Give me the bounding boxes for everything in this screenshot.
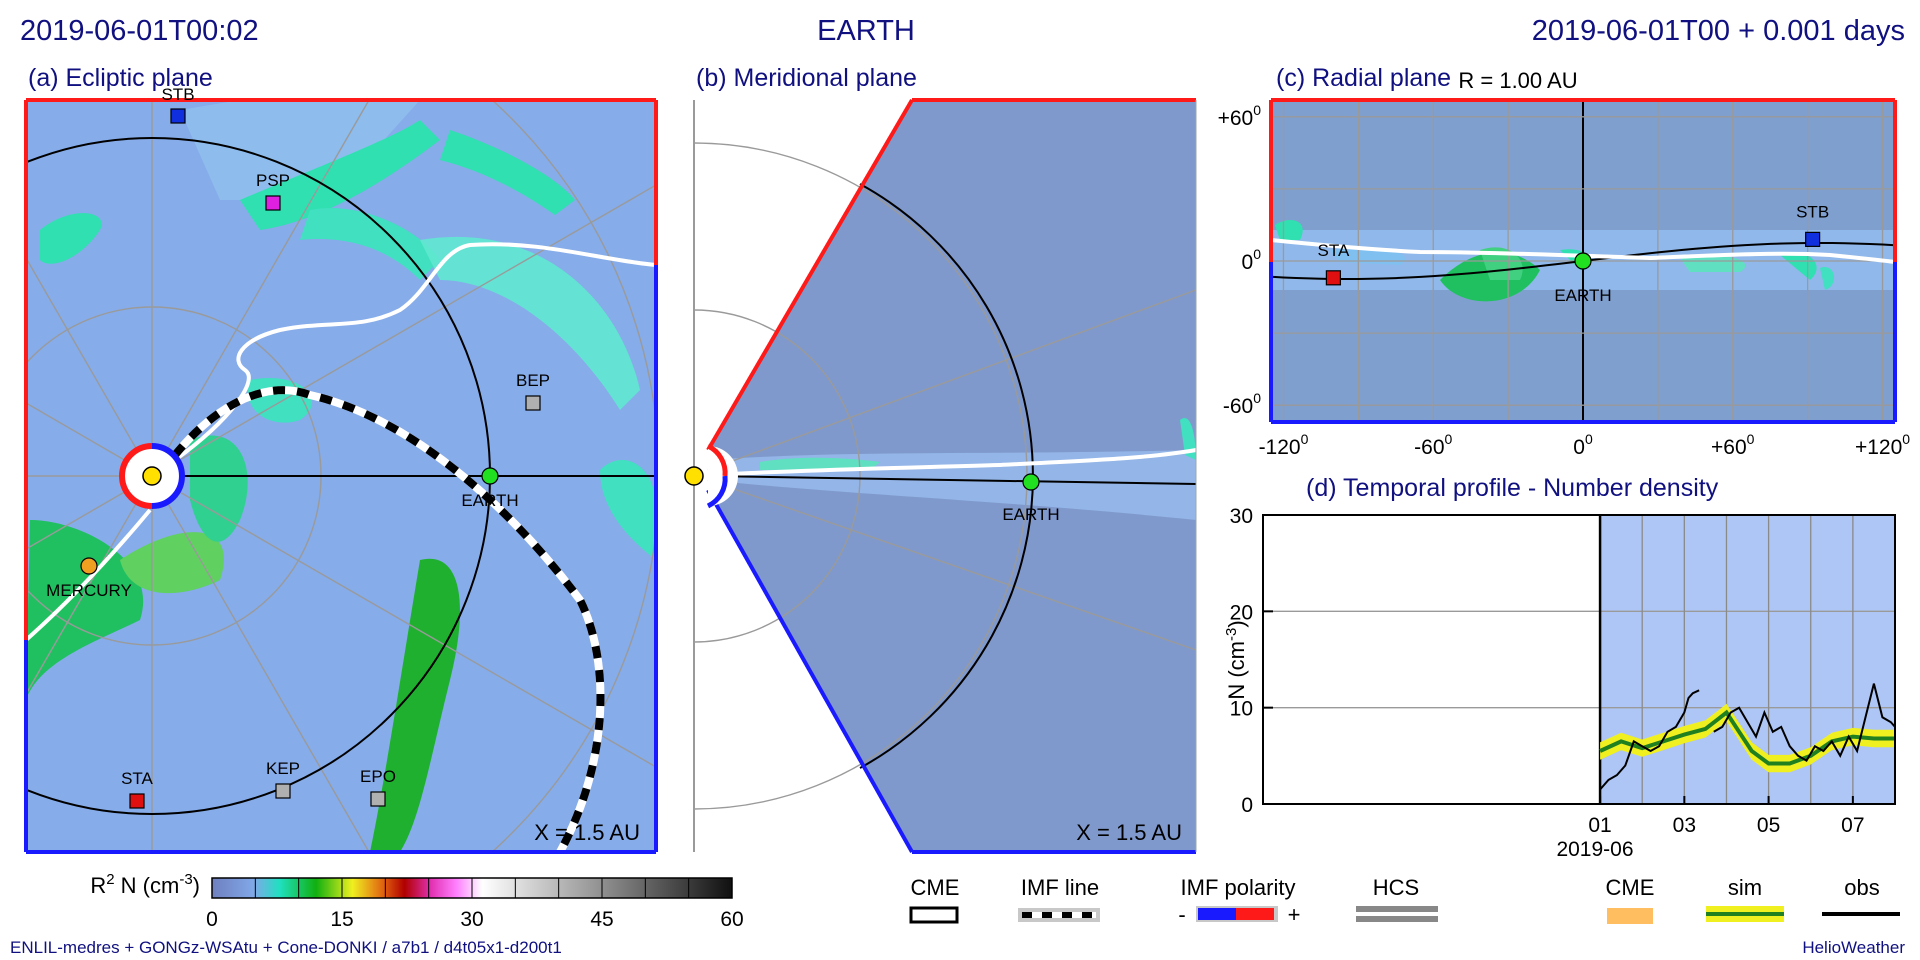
simulation-window — [1600, 515, 1895, 804]
svg-text:KEP: KEP — [266, 759, 300, 778]
header-time-left: 2019-06-01T00:02 — [20, 15, 259, 47]
legend-sim: sim — [1706, 875, 1784, 922]
radial-object-earth: EARTH — [1554, 252, 1612, 305]
chart-x-date-label: 2019-06 — [1556, 838, 1633, 861]
svg-text:IMF polarity: IMF polarity — [1181, 875, 1296, 900]
radial-object-stb: STB — [1796, 202, 1829, 247]
svg-text:IMF line: IMF line — [1021, 875, 1099, 900]
chart-temporal-density: 0 10 20 30 01 03 05 07 — [1230, 505, 1896, 837]
panel-b-distance: X = 1.5 AU — [1076, 820, 1182, 845]
svg-text:obs: obs — [1844, 875, 1879, 900]
colorbar-tick-label: 45 — [590, 908, 613, 931]
object-earth: EARTH — [461, 467, 519, 510]
object-psp: PSP — [256, 171, 290, 211]
svg-text:MERCURY: MERCURY — [46, 581, 132, 600]
svg-text:STA: STA — [1317, 241, 1349, 260]
radial-xtick: +1200 — [1855, 431, 1910, 459]
svg-text:-: - — [1178, 902, 1185, 927]
series-sim-line — [1599, 709, 1895, 766]
colorbar-tick-label: 30 — [460, 908, 483, 931]
object-earth-meridional: EARTH — [1002, 473, 1060, 524]
colorbar: R2 N (cm-3) 0 15 30 45 60 — [90, 871, 743, 931]
radial-ytick: +600 — [1218, 102, 1262, 130]
colorbar-tick-label: 0 — [206, 908, 218, 931]
svg-text:CME: CME — [911, 875, 960, 900]
object-stb: STB — [161, 85, 195, 124]
chart-ytick: 0 — [1241, 794, 1253, 817]
colorbar-tick-label: 15 — [330, 908, 353, 931]
chart-ytick: 30 — [1230, 505, 1253, 528]
panel-ecliptic: (a) Ecliptic plane — [24, 64, 658, 854]
radial-xtick: -600 — [1414, 431, 1452, 459]
legend: CME IMF line IMF polarity - + HCS CME — [909, 875, 1900, 927]
svg-text:PSP: PSP — [256, 171, 290, 190]
radial-object-sta: STA — [1317, 241, 1350, 286]
legend-cme-fill: CME — [1606, 875, 1655, 924]
radial-xtick: +600 — [1711, 431, 1755, 459]
radial-objects: STA EARTH STB — [1317, 202, 1829, 305]
svg-text:HCS: HCS — [1373, 875, 1419, 900]
chart-xtick: 05 — [1757, 814, 1780, 837]
svg-text:STA: STA — [121, 769, 153, 788]
radial-ytick: 00 — [1242, 246, 1262, 274]
object-mercury: MERCURY — [46, 557, 132, 600]
panel-meridional: (b) Meridional plane — [684, 64, 1197, 854]
object-sta: STA — [121, 769, 154, 809]
panel-b-title: (b) Meridional plane — [696, 64, 917, 92]
svg-text:EPO: EPO — [360, 767, 396, 786]
svg-text:STB: STB — [161, 85, 194, 104]
svg-text:EARTH: EARTH — [1554, 286, 1611, 305]
colorbar-ticks: 0 15 30 45 60 — [206, 878, 744, 931]
colorbar-label: R2 N (cm-3) — [90, 871, 200, 898]
radial-ytick: -600 — [1223, 390, 1261, 418]
chart-xtick: 03 — [1673, 814, 1696, 837]
header-target: EARTH — [817, 15, 915, 47]
legend-imf-line: IMF line — [1018, 875, 1100, 922]
series-obs-line — [1599, 683, 1896, 791]
chart-ytick: 20 — [1230, 601, 1253, 624]
svg-text:sim: sim — [1728, 875, 1762, 900]
panel-temporal: (d) Temporal profile - Number density 01… — [1223, 474, 1896, 861]
chart-title: (d) Temporal profile - Number density — [1306, 474, 1719, 502]
colorbar-tick-label: 60 — [720, 908, 743, 931]
panel-c-subtitle: R = 1.00 AU — [1458, 68, 1577, 93]
footer-right: HelioWeather — [1802, 938, 1905, 957]
svg-text:BEP: BEP — [516, 371, 550, 390]
chart-xtick: 01 — [1588, 814, 1611, 837]
svg-text:STB: STB — [1796, 202, 1829, 221]
chart-ytick: 10 — [1230, 698, 1253, 721]
legend-hcs: HCS — [1356, 875, 1438, 922]
series-sim-band — [1600, 703, 1895, 773]
legend-obs: obs — [1822, 875, 1900, 916]
radial-xtick: -1200 — [1259, 431, 1309, 459]
footer-left: ENLIL-medres + GONGz-WSAtu + Cone-DONKI … — [10, 938, 562, 957]
radial-xtick: 00 — [1573, 431, 1593, 459]
panel-radial: (c) Radial plane R = 1.00 AU +600 00 -600 -… — [1218, 64, 1911, 459]
svg-text:CME: CME — [1606, 875, 1655, 900]
panel-c-title: (c) Radial plane — [1276, 64, 1451, 92]
svg-text:EARTH: EARTH — [461, 491, 518, 510]
panel-a-title: (a) Ecliptic plane — [28, 64, 213, 92]
object-epo: EPO — [360, 767, 396, 807]
svg-text:+: + — [1288, 902, 1301, 927]
legend-imf-polarity: IMF polarity - + — [1178, 875, 1300, 927]
panel-a-distance: X = 1.5 AU — [534, 820, 640, 845]
legend-cme-outline: CME — [909, 875, 960, 924]
object-bep: BEP — [516, 371, 550, 411]
chart-xtick: 07 — [1841, 814, 1864, 837]
object-kep: KEP — [266, 759, 300, 799]
chart-ylabel: N (cm-3) — [1223, 620, 1249, 699]
svg-text:EARTH: EARTH — [1002, 505, 1059, 524]
header-time-right: 2019-06-01T00 + 0.001 days — [1532, 15, 1905, 47]
